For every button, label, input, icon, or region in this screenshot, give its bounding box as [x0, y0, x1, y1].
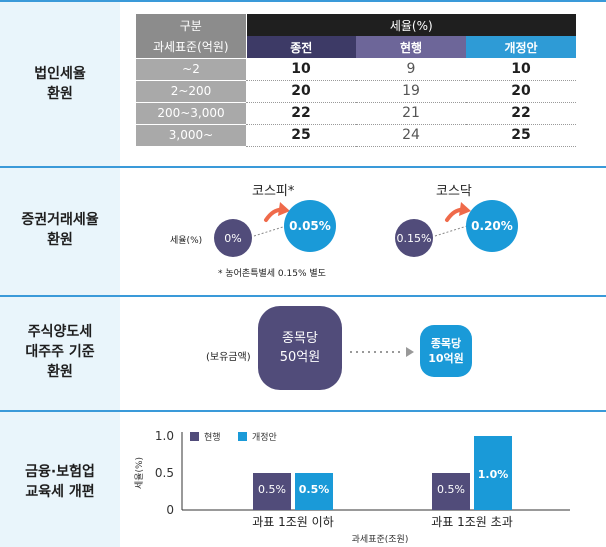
y-tick-label: 0 — [166, 503, 174, 517]
threshold-from-line2: 50억원 — [279, 350, 321, 365]
kospi-from-circle: 0% — [214, 219, 252, 257]
threshold-from-line1: 종목당 — [282, 331, 318, 346]
kospi-from-value: 0% — [224, 231, 242, 245]
cell-current: 24 — [356, 124, 466, 147]
kosdaq-title: 코스닥 — [436, 184, 472, 199]
header-base: 과세표준(억원) — [136, 36, 247, 58]
kosdaq-from-circle: 0.15% — [395, 219, 433, 257]
cell-current: 19 — [356, 80, 466, 103]
holding-label: (보유금액) — [206, 352, 251, 363]
label-line: 교육세 개편 — [25, 484, 95, 500]
legend-swatch — [190, 432, 199, 441]
section-label-column — [0, 0, 120, 547]
cell-prev: 10 — [246, 58, 356, 81]
header-category: 구분 — [136, 14, 247, 36]
cell-base: 2~200 — [136, 79, 246, 102]
kosdaq-to-circle: 0.20% — [466, 200, 518, 252]
table-row: ~2 10 9 10 — [136, 57, 576, 81]
divider-1 — [0, 166, 606, 168]
y-axis-label: 세율(%) — [134, 457, 145, 489]
label-line: 환원 — [47, 86, 73, 102]
bar — [432, 473, 470, 510]
y-tick-label: 1.0 — [155, 429, 174, 443]
x-tick-label: 과표 1조원 이하 — [252, 515, 334, 529]
bar-value-label: 0.5% — [437, 483, 465, 496]
threshold-from-box: 종목당 50억원 — [258, 306, 342, 390]
bar-value-label: 1.0% — [478, 468, 509, 481]
divider-top — [0, 0, 606, 2]
legend-label: 현행 — [204, 431, 221, 443]
bar — [474, 436, 512, 510]
bar-value-label: 0.5% — [299, 483, 330, 496]
kospi-arrow-icon — [253, 202, 290, 237]
cell-prev: 22 — [246, 102, 356, 125]
cell-prev: 25 — [246, 124, 356, 147]
bar-value-label: 0.5% — [258, 483, 286, 496]
section-label-securities: 증권거래세율 환원 — [0, 210, 120, 250]
securities-footnote: * 농어촌특별세 0.15% 별도 — [218, 269, 326, 279]
label-line: 금융·보험업 — [25, 464, 95, 480]
divider-3 — [0, 410, 606, 412]
rate-label: 세율(%) — [170, 236, 203, 246]
divider-2 — [0, 295, 606, 297]
cell-prev: 20 — [246, 80, 356, 103]
y-tick-label: 0.5 — [155, 466, 174, 480]
table-row: 2~200 20 19 20 — [136, 79, 576, 103]
cell-reform: 25 — [466, 124, 576, 147]
table-row: 3,000~ 25 24 25 — [136, 123, 576, 147]
cell-base: ~2 — [136, 57, 246, 80]
x-tick-label: 과표 1조원 초과 — [431, 515, 513, 529]
label-line: 증권거래세율 — [21, 212, 99, 228]
header-current: 현행 — [356, 36, 466, 58]
cell-current: 21 — [356, 102, 466, 125]
label-line: 법인세율 — [34, 66, 86, 82]
label-line: 환원 — [47, 232, 73, 248]
table-row: 200~3,000 22 21 22 — [136, 101, 576, 125]
threshold-to-line1: 종목당 — [430, 337, 462, 350]
cell-base: 200~3,000 — [136, 101, 246, 124]
label-line: 주식양도세 — [27, 324, 93, 340]
legend-label: 개정안 — [252, 432, 277, 443]
header-prev: 종전 — [246, 36, 356, 58]
threshold-to-box: 종목당 10억원 — [420, 325, 472, 377]
legend-swatch — [238, 432, 247, 441]
kosdaq-arrow-icon — [434, 202, 471, 237]
bar — [253, 473, 291, 510]
kosdaq-to-value: 0.20% — [471, 219, 513, 233]
cell-base: 3,000~ — [136, 123, 246, 146]
threshold-to-line2: 10억원 — [428, 352, 464, 365]
header-rate: 세율(%) — [246, 14, 576, 36]
kosdaq-from-value: 0.15% — [396, 231, 432, 245]
kospi-to-value: 0.05% — [289, 219, 331, 233]
corp-tax-table: 구분 세율(%) 과세표준(억원) 종전 현행 개정안 ~2 10 9 10 2… — [136, 14, 576, 147]
section-label-corp-tax: 법인세율 환원 — [0, 64, 120, 104]
section-label-finance: 금융·보험업 교육세 개편 — [0, 462, 120, 502]
label-line: 환원 — [47, 364, 73, 380]
cell-reform: 20 — [466, 80, 576, 103]
header-reform: 개정안 — [466, 36, 576, 58]
kospi-to-circle: 0.05% — [284, 200, 336, 252]
cell-current: 9 — [356, 58, 466, 81]
education-tax-chart: 0 0.5 1.0 세율(%) 현행 개정안 0.5% 0.5% 과표 1조원 이하 0.5% 1.… — [134, 429, 570, 545]
bar — [295, 473, 333, 510]
kospi-title: 코스피* — [252, 184, 295, 199]
x-axis-label: 과세표준(조원) — [352, 534, 409, 545]
cell-reform: 10 — [466, 58, 576, 81]
section-label-stock-transfer: 주식양도세 대주주 기준 환원 — [0, 322, 120, 382]
cell-reform: 22 — [466, 102, 576, 125]
label-line: 대주주 기준 — [25, 344, 95, 360]
dotted-arrow-icon — [350, 347, 414, 357]
